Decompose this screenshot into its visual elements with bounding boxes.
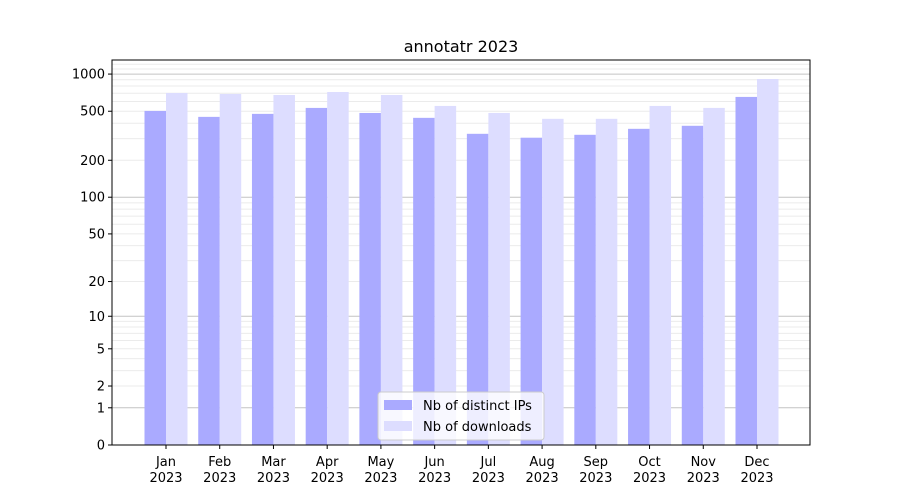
legend-label: Nb of distinct IPs	[423, 399, 532, 414]
x-tick-year-label: 2023	[740, 471, 773, 486]
y-tick-label: 1	[97, 401, 105, 416]
y-tick-label: 500	[80, 105, 105, 120]
bar-distinct-ips	[466, 133, 489, 445]
bar-downloads	[757, 79, 779, 445]
bar-distinct-ips	[628, 128, 650, 445]
legend: Nb of distinct IPs Nb of downloads	[377, 391, 545, 441]
bar-distinct-ips	[413, 117, 435, 446]
bar-downloads	[434, 105, 457, 445]
x-tick-label: Dec	[744, 455, 769, 470]
x-tick-year-label: 2023	[687, 471, 720, 486]
x-tick-year-label: 2023	[579, 471, 612, 486]
bar-distinct-ips	[144, 110, 166, 446]
bar-distinct-ips	[359, 112, 381, 446]
x-tick-label: Jul	[480, 455, 497, 470]
bar-downloads	[595, 118, 618, 445]
bar-downloads	[542, 118, 564, 445]
x-tick-label: Aug	[529, 455, 554, 470]
legend-label: Nb of downloads	[423, 420, 532, 435]
x-tick-year-label: 2023	[257, 471, 290, 486]
x-axis: Jan2023Feb2023Mar2023Apr2023May2023Jun20…	[149, 445, 774, 486]
bar-distinct-ips	[520, 137, 543, 445]
bar-downloads	[327, 91, 349, 445]
bar-distinct-ips	[681, 125, 704, 445]
x-tick-label: Apr	[316, 455, 339, 470]
x-tick-label: Feb	[208, 455, 231, 470]
bar-distinct-ips	[198, 116, 220, 446]
y-tick-label: 50	[88, 227, 105, 242]
bars	[144, 79, 779, 446]
x-tick-year-label: 2023	[149, 471, 182, 486]
bar-distinct-ips	[574, 134, 596, 445]
bar-downloads	[488, 112, 510, 446]
x-tick-label: Jan	[155, 455, 176, 470]
y-tick-label: 2	[97, 380, 105, 395]
bar-distinct-ips	[305, 107, 328, 445]
bar-downloads	[649, 105, 672, 445]
x-tick-label: Nov	[691, 455, 717, 470]
x-tick-year-label: 2023	[311, 471, 344, 486]
x-tick-year-label: 2023	[418, 471, 451, 486]
x-tick-label: Oct	[638, 455, 660, 470]
y-tick-label: 200	[80, 154, 105, 169]
bar-distinct-ips	[251, 113, 274, 446]
y-axis: 0 1 2 5 10 20 50 100 200 500 1000	[72, 68, 112, 454]
bar-downloads	[166, 92, 188, 446]
x-tick-year-label: 2023	[472, 471, 505, 486]
legend-swatch	[384, 400, 412, 410]
y-tick-label: 20	[88, 275, 105, 290]
x-tick-label: Sep	[584, 455, 609, 470]
chart-title: annotatr 2023	[404, 37, 519, 56]
bar-distinct-ips	[735, 96, 757, 446]
legend-box	[377, 391, 545, 441]
y-tick-label: 5	[97, 342, 105, 357]
y-tick-label: 100	[80, 191, 105, 206]
y-tick-label: 0	[97, 439, 105, 454]
bar-downloads	[219, 93, 242, 445]
x-tick-year-label: 2023	[203, 471, 236, 486]
y-tick-label: 1000	[72, 68, 105, 83]
x-tick-year-label: 2023	[526, 471, 559, 486]
plot-frame	[111, 59, 811, 446]
legend-swatch	[384, 421, 412, 431]
x-tick-label: May	[367, 455, 394, 470]
bar-downloads	[380, 94, 403, 446]
x-tick-label: Jun	[423, 455, 444, 470]
x-tick-year-label: 2023	[364, 471, 397, 486]
bar-downloads	[273, 94, 295, 446]
x-tick-label: Mar	[261, 455, 286, 470]
x-tick-year-label: 2023	[633, 471, 666, 486]
y-tick-label: 10	[88, 310, 105, 325]
bar-downloads	[703, 107, 725, 445]
